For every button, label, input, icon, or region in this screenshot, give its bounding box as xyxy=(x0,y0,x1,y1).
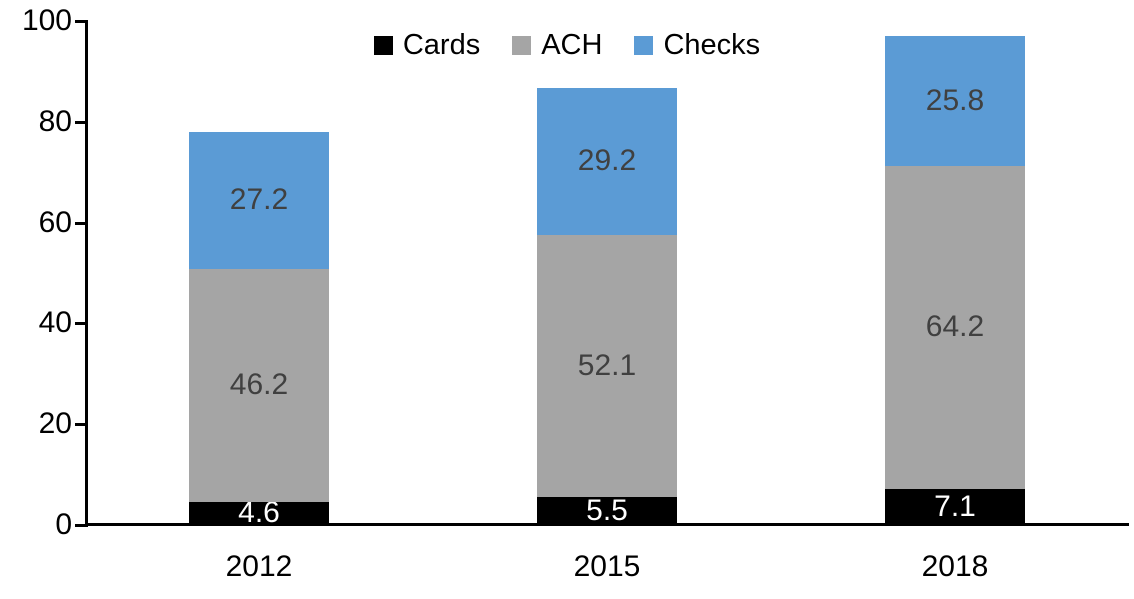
y-tick-mark xyxy=(75,120,85,124)
segment-value-label: 25.8 xyxy=(925,83,985,117)
legend-item-checks: Checks xyxy=(634,31,760,60)
bar-segment-checks: 25.8 xyxy=(885,35,1025,166)
segment-value-label: 46.2 xyxy=(229,368,289,402)
segment-value-label: 64.2 xyxy=(925,310,985,344)
y-tick-label: 100 xyxy=(21,4,72,37)
y-tick-label: 80 xyxy=(38,104,72,138)
y-tick-mark xyxy=(75,423,85,427)
y-tick-mark xyxy=(75,221,85,225)
bar-segment-ach: 64.2 xyxy=(885,165,1025,490)
y-tick-label: 0 xyxy=(55,508,72,541)
segment-value-label: 7.1 xyxy=(934,490,976,524)
y-tick-mark xyxy=(75,524,85,527)
legend: Cards ACH Checks xyxy=(0,31,1134,60)
segment-value-label: 52.1 xyxy=(577,348,637,382)
y-tick-label: 40 xyxy=(38,306,72,340)
segment-value-label: 29.2 xyxy=(577,144,637,178)
legend-item-cards: Cards xyxy=(373,29,481,61)
legend-label-checks: Checks xyxy=(663,29,761,61)
y-tick-mark xyxy=(75,322,85,326)
bar-segment-checks: 29.2 xyxy=(537,87,677,235)
checks-swatch-icon xyxy=(634,36,654,55)
segment-value-label: 4.6 xyxy=(238,496,280,530)
x-tick-label: 2018 xyxy=(921,550,989,583)
y-tick-label: 20 xyxy=(38,407,72,441)
ach-swatch-icon xyxy=(512,36,532,55)
legend-item-ach: ACH xyxy=(512,31,602,60)
bar-segment-checks: 27.2 xyxy=(189,131,329,269)
segment-value-label: 27.2 xyxy=(229,183,289,217)
y-tick-label: 60 xyxy=(38,205,72,239)
legend-label-ach: ACH xyxy=(541,29,603,61)
y-tick-mark xyxy=(75,20,85,23)
bar-segment-cards: 7.1 xyxy=(885,489,1025,525)
bar-segment-ach: 46.2 xyxy=(189,268,329,502)
x-tick-label: 2012 xyxy=(225,550,293,583)
x-tick-label: 2015 xyxy=(573,550,641,583)
y-axis-line xyxy=(85,20,88,527)
cards-swatch-icon xyxy=(373,36,393,55)
bar-segment-cards: 5.5 xyxy=(537,494,677,528)
legend-label-cards: Cards xyxy=(402,29,481,61)
bar-segment-ach: 52.1 xyxy=(537,234,677,498)
bar-segment-cards: 4.6 xyxy=(189,498,329,528)
segment-value-label: 5.5 xyxy=(586,494,628,528)
